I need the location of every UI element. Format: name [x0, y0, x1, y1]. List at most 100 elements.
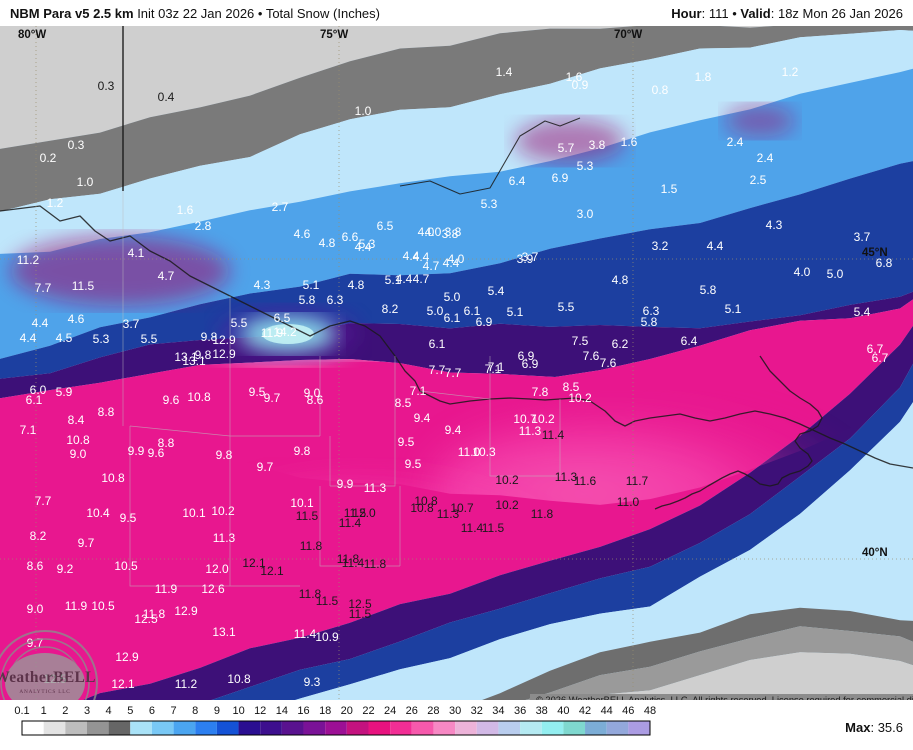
svg-text:1.6: 1.6	[621, 135, 638, 149]
svg-text:7: 7	[171, 705, 177, 717]
svg-text:8.4: 8.4	[68, 413, 85, 427]
svg-text:9.5: 9.5	[405, 457, 422, 471]
svg-text:11.4: 11.4	[294, 627, 317, 641]
svg-text:10.2: 10.2	[568, 391, 592, 405]
svg-text:10.8: 10.8	[410, 501, 434, 515]
svg-text:4.6: 4.6	[294, 227, 311, 241]
svg-text:4.5: 4.5	[56, 331, 73, 345]
svg-text:11.9: 11.9	[65, 599, 88, 613]
svg-text:7.6: 7.6	[583, 349, 600, 363]
svg-text:6.1: 6.1	[444, 311, 461, 325]
svg-text:10.4: 10.4	[86, 506, 110, 520]
svg-text:6.9: 6.9	[552, 171, 569, 185]
svg-text:9.5: 9.5	[120, 511, 137, 525]
svg-text:7.5: 7.5	[572, 334, 589, 348]
svg-text:5.9: 5.9	[56, 385, 73, 399]
svg-text:9.8: 9.8	[216, 448, 233, 462]
svg-text:7.8: 7.8	[532, 385, 549, 399]
svg-text:0.8: 0.8	[652, 83, 669, 97]
svg-text:70°W: 70°W	[614, 29, 642, 41]
svg-text:10: 10	[232, 705, 244, 717]
svg-text:16: 16	[297, 705, 309, 717]
svg-text:1.0: 1.0	[77, 175, 94, 189]
svg-text:1: 1	[41, 705, 47, 717]
svg-text:11.5: 11.5	[72, 279, 95, 293]
svg-text:24: 24	[384, 705, 396, 717]
svg-text:1.6: 1.6	[177, 203, 194, 217]
svg-text:12.1: 12.1	[260, 564, 284, 578]
svg-text:9.3: 9.3	[304, 675, 321, 689]
svg-text:2.4: 2.4	[727, 135, 744, 149]
svg-text:40: 40	[557, 705, 569, 717]
svg-text:75°W: 75°W	[320, 29, 348, 41]
svg-text:10.5: 10.5	[114, 559, 138, 573]
svg-text:10.1: 10.1	[182, 506, 206, 520]
svg-text:11.9: 11.9	[261, 326, 284, 340]
svg-text:2.5: 2.5	[750, 173, 767, 187]
svg-text:4.4: 4.4	[413, 250, 430, 264]
svg-text:3: 3	[84, 705, 90, 717]
svg-text:1.2: 1.2	[47, 196, 64, 210]
svg-text:3.2: 3.2	[652, 239, 669, 253]
svg-text:40°N: 40°N	[862, 547, 888, 559]
svg-text:6.4: 6.4	[509, 174, 526, 188]
svg-text:9.8: 9.8	[294, 444, 311, 458]
svg-text:5.7: 5.7	[558, 141, 575, 155]
svg-text:4.1: 4.1	[128, 246, 145, 260]
svg-text:4.4: 4.4	[20, 331, 37, 345]
svg-text:Max: 35.6: Max: 35.6	[845, 720, 903, 735]
svg-text:7.1: 7.1	[485, 362, 502, 376]
svg-text:10.3: 10.3	[472, 445, 496, 459]
svg-text:11.4: 11.4	[339, 516, 362, 530]
svg-text:20: 20	[341, 705, 353, 717]
svg-text:3.7: 3.7	[854, 230, 871, 244]
svg-text:11.2: 11.2	[175, 677, 198, 691]
svg-text:4.7: 4.7	[413, 272, 430, 286]
svg-text:12: 12	[254, 705, 266, 717]
svg-text:2: 2	[62, 705, 68, 717]
svg-text:46: 46	[622, 705, 634, 717]
svg-text:5.1: 5.1	[303, 278, 320, 292]
svg-text:9: 9	[214, 705, 220, 717]
svg-text:9.7: 9.7	[264, 391, 281, 405]
svg-text:13.1: 13.1	[182, 354, 206, 368]
svg-text:10.9: 10.9	[315, 630, 339, 644]
svg-text:9.0: 9.0	[27, 602, 44, 616]
svg-text:32: 32	[471, 705, 483, 717]
svg-text:5.8: 5.8	[700, 283, 717, 297]
svg-text:22: 22	[362, 705, 374, 717]
svg-text:5.5: 5.5	[231, 316, 248, 330]
svg-text:12.9: 12.9	[212, 333, 236, 347]
svg-text:10.8: 10.8	[227, 672, 251, 686]
svg-text:5.8: 5.8	[299, 293, 316, 307]
svg-text:4.3: 4.3	[254, 278, 271, 292]
svg-text:9.5: 9.5	[398, 435, 415, 449]
svg-text:42: 42	[579, 705, 591, 717]
svg-text:8.2: 8.2	[382, 302, 399, 316]
svg-text:5.0: 5.0	[444, 290, 461, 304]
svg-text:6.5: 6.5	[274, 311, 291, 325]
svg-text:10.8: 10.8	[101, 471, 125, 485]
svg-text:4.7: 4.7	[158, 269, 175, 283]
svg-text:9.4: 9.4	[445, 423, 462, 437]
svg-text:10.5: 10.5	[91, 599, 115, 613]
svg-text:18: 18	[319, 705, 331, 717]
svg-text:0.3: 0.3	[68, 138, 85, 152]
svg-text:4.8: 4.8	[612, 273, 629, 287]
svg-text:6.3: 6.3	[327, 293, 344, 307]
svg-text:4.4: 4.4	[396, 272, 413, 286]
svg-text:5.3: 5.3	[481, 197, 498, 211]
svg-text:34: 34	[492, 705, 504, 717]
svg-text:8.6: 8.6	[307, 393, 324, 407]
svg-text:11.5: 11.5	[316, 594, 339, 608]
svg-text:1.8: 1.8	[695, 70, 712, 84]
svg-text:11.7: 11.7	[626, 474, 649, 488]
svg-text:12.0: 12.0	[205, 562, 229, 576]
svg-text:1.4: 1.4	[496, 65, 513, 79]
svg-text:0.4: 0.4	[158, 90, 175, 104]
svg-text:2.7: 2.7	[272, 200, 289, 214]
svg-text:11.4: 11.4	[342, 556, 365, 570]
svg-text:5.0: 5.0	[827, 267, 844, 281]
svg-text:4.0: 4.0	[448, 252, 465, 266]
svg-text:4.8: 4.8	[348, 278, 365, 292]
